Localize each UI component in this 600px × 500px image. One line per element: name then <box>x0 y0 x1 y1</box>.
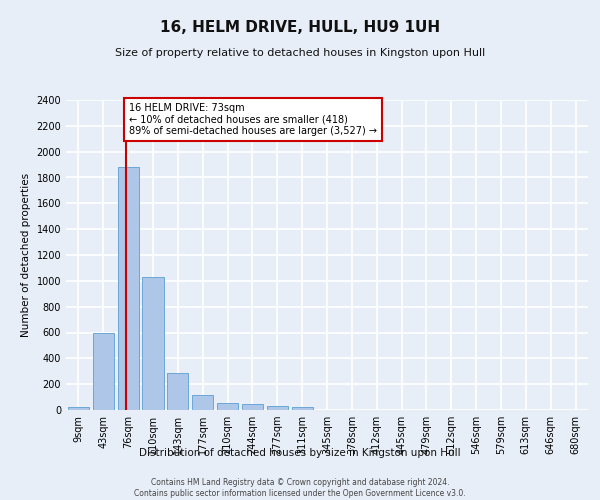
Y-axis label: Number of detached properties: Number of detached properties <box>21 173 31 337</box>
Text: Distribution of detached houses by size in Kingston upon Hull: Distribution of detached houses by size … <box>139 448 461 458</box>
Bar <box>217 403 238 410</box>
Bar <box>167 372 188 410</box>
Bar <box>68 408 89 410</box>
Bar <box>242 404 263 410</box>
Bar <box>267 406 288 410</box>
Bar <box>142 277 164 410</box>
Text: 16, HELM DRIVE, HULL, HU9 1UH: 16, HELM DRIVE, HULL, HU9 1UH <box>160 20 440 35</box>
Bar <box>93 332 114 410</box>
Bar <box>118 167 139 410</box>
Text: 16 HELM DRIVE: 73sqm
← 10% of detached houses are smaller (418)
89% of semi-deta: 16 HELM DRIVE: 73sqm ← 10% of detached h… <box>129 102 377 136</box>
Bar <box>192 394 213 410</box>
Text: Size of property relative to detached houses in Kingston upon Hull: Size of property relative to detached ho… <box>115 48 485 58</box>
Text: Contains HM Land Registry data © Crown copyright and database right 2024.
Contai: Contains HM Land Registry data © Crown c… <box>134 478 466 498</box>
Bar <box>292 408 313 410</box>
